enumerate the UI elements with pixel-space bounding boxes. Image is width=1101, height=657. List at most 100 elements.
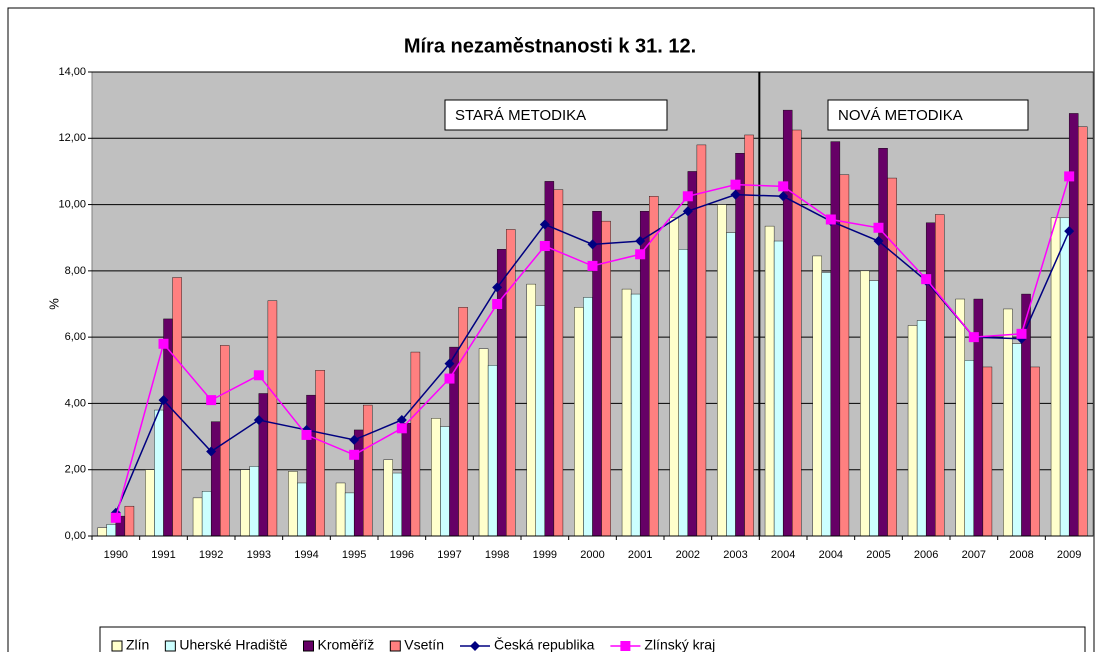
- bar: [297, 482, 307, 537]
- line-marker: [444, 358, 455, 369]
- bar: [649, 196, 659, 537]
- bar: [288, 471, 298, 537]
- bar: [878, 148, 888, 537]
- line-marker: [492, 299, 503, 309]
- line-marker: [921, 274, 932, 285]
- y-tick-label: 12,00: [58, 132, 86, 144]
- bar: [696, 144, 707, 537]
- annotation: STARÁ METODIKA: [455, 107, 586, 124]
- line-marker: [110, 512, 121, 523]
- bar: [583, 297, 593, 537]
- bar: [621, 288, 632, 537]
- line-marker: [349, 434, 360, 445]
- y-tick-label: 8,00: [65, 265, 86, 277]
- line-marker: [539, 219, 550, 230]
- bar: [678, 249, 689, 537]
- bar: [860, 270, 870, 537]
- bar: [496, 249, 507, 537]
- line-marker: [206, 446, 217, 457]
- x-tick-label: 1996: [390, 549, 414, 561]
- x-tick-label: 1997: [437, 549, 461, 561]
- legend-label: Zlín: [126, 637, 149, 652]
- bar: [764, 225, 775, 537]
- bar: [526, 283, 536, 537]
- bar: [431, 418, 441, 537]
- bar: [630, 293, 641, 537]
- bar: [1030, 366, 1040, 537]
- bar: [812, 255, 822, 537]
- bar: [210, 421, 221, 537]
- line-marker: [778, 191, 789, 202]
- x-tick-label: 2008: [1009, 549, 1033, 561]
- bar: [592, 210, 602, 537]
- bar: [907, 325, 918, 537]
- bar: [1078, 126, 1088, 537]
- x-tick-label: 1999: [533, 549, 557, 561]
- bar: [869, 280, 879, 537]
- line-marker: [158, 395, 169, 406]
- x-tick-label: 1998: [485, 549, 509, 561]
- line-marker: [968, 332, 979, 343]
- bar: [916, 320, 927, 537]
- x-tick-label: 2002: [676, 549, 700, 561]
- x-tick-label: 2003: [723, 549, 747, 561]
- x-tick-label: 1990: [104, 549, 128, 561]
- chart-title: Míra nezaměstnanosti k 31. 12.: [404, 35, 696, 57]
- bar: [782, 109, 793, 537]
- line-marker: [778, 181, 789, 192]
- bar: [506, 229, 516, 537]
- line-marker: [730, 189, 741, 200]
- line-marker: [873, 222, 884, 233]
- bar: [97, 527, 107, 537]
- y-tick-label: 10,00: [58, 198, 86, 210]
- legend-label: Česká republika: [494, 637, 595, 652]
- bar: [240, 469, 250, 537]
- x-tick-label: 2004: [771, 549, 795, 561]
- bar: [687, 171, 698, 537]
- legend-swatch: [111, 640, 123, 652]
- bar: [478, 348, 489, 537]
- line-marker: [682, 206, 693, 217]
- bar: [172, 277, 182, 537]
- line-marker: [730, 179, 741, 190]
- y-tick-label: 2,00: [65, 464, 86, 476]
- bar: [773, 240, 784, 537]
- x-tick-label: 2001: [628, 549, 652, 561]
- line-marker: [682, 191, 693, 202]
- line-marker: [587, 260, 598, 271]
- bar: [487, 365, 498, 537]
- bar: [363, 404, 373, 537]
- bar: [887, 177, 897, 537]
- bar: [955, 298, 965, 537]
- line-marker: [492, 282, 503, 293]
- bar: [553, 189, 564, 537]
- line-marker: [1064, 226, 1075, 237]
- y-tick-label: 0,00: [65, 530, 86, 542]
- legend-label: Vsetín: [404, 637, 444, 652]
- bar: [830, 141, 841, 537]
- x-tick-label: 2006: [914, 549, 938, 561]
- bar: [1012, 343, 1022, 537]
- legend-label: Kroměříž: [318, 637, 375, 652]
- bar: [392, 472, 403, 537]
- line-marker: [444, 373, 455, 384]
- line-marker: [253, 415, 264, 425]
- legend-marker: [470, 641, 480, 651]
- bar: [267, 300, 278, 537]
- bar: [601, 220, 611, 537]
- x-tick-label: 2000: [580, 549, 604, 561]
- bar: [383, 459, 393, 537]
- line-marker: [396, 415, 407, 425]
- bar: [124, 505, 135, 537]
- bar: [106, 524, 117, 537]
- bar: [717, 204, 727, 537]
- bar: [353, 429, 364, 537]
- y-tick-label: 4,00: [65, 397, 86, 409]
- bar: [735, 152, 745, 537]
- legend-swatch: [164, 640, 176, 652]
- legend-label: Uherské Hradiště: [179, 637, 287, 652]
- line-marker: [635, 236, 646, 247]
- bar: [201, 491, 212, 537]
- x-tick-label: 2007: [962, 549, 986, 561]
- bar: [574, 307, 584, 537]
